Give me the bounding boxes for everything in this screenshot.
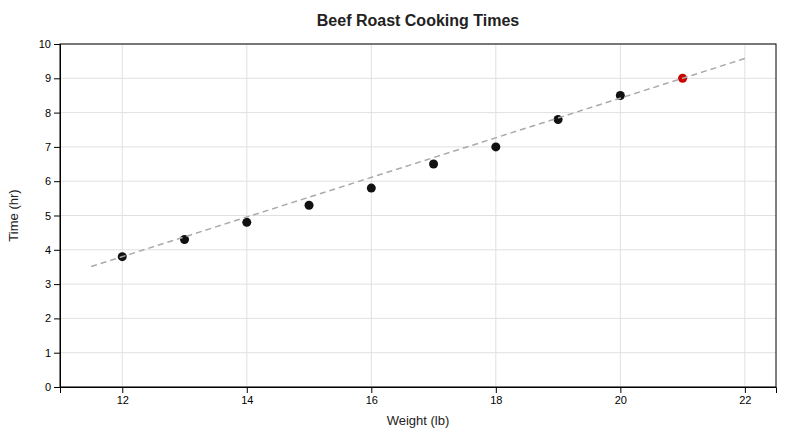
y-tick: 5 [45, 210, 60, 222]
x-tick: 14 [241, 387, 253, 406]
y-tick-mark [54, 250, 60, 251]
x-tick-label: 14 [241, 394, 253, 406]
y-tick-label: 2 [45, 312, 51, 324]
grid-line [60, 78, 776, 79]
trend-line [91, 58, 745, 266]
scatter-point [491, 142, 500, 151]
y-axis-title: Time (hr) [6, 189, 21, 241]
y-tick-label: 8 [45, 107, 51, 119]
grid-line [60, 284, 776, 285]
y-tick-label: 10 [39, 38, 51, 50]
y-axis: 0 1 2 3 4 5 6 7 8 9 10 [39, 38, 61, 393]
scatter-point [429, 160, 438, 169]
y-tick: 3 [45, 278, 60, 290]
grid [60, 44, 776, 387]
grid-line [60, 352, 776, 353]
scatter-point [242, 218, 251, 227]
y-tick-mark [54, 216, 60, 217]
x-axis-line [61, 388, 777, 394]
y-tick-mark [54, 181, 60, 182]
x-tick-mark [496, 387, 497, 393]
y-tick-label: 5 [45, 210, 51, 222]
scatter-point [305, 201, 314, 210]
scatter-point [367, 184, 376, 193]
grid-line [60, 215, 776, 216]
y-tick-mark [54, 44, 60, 45]
plot: 121416182022012345678910 [39, 38, 777, 406]
x-tick: 18 [490, 387, 502, 406]
grid-line [60, 181, 776, 182]
chart: 121416182022012345678910Beef Roast Cooki… [0, 0, 800, 437]
x-tick-label: 20 [615, 394, 627, 406]
x-tick: 12 [117, 387, 129, 406]
x-tick: 20 [615, 387, 627, 406]
y-tick: 2 [45, 312, 60, 324]
y-tick-mark [54, 353, 60, 354]
y-tick-mark [54, 387, 60, 388]
x-tick: 22 [739, 387, 751, 406]
y-tick-mark [54, 78, 60, 79]
y-tick: 6 [45, 175, 60, 187]
y-tick: 0 [45, 381, 60, 393]
y-tick-label: 7 [45, 141, 51, 153]
y-tick-label: 0 [45, 381, 51, 393]
x-axis-title: Weight (lb) [387, 413, 450, 428]
y-tick: 10 [39, 38, 60, 50]
y-tick-mark [54, 318, 60, 319]
y-tick-label: 6 [45, 175, 51, 187]
x-tick-mark [745, 387, 746, 393]
x-axis: 12 14 16 18 20 22 [61, 387, 777, 406]
chart-title: Beef Roast Cooking Times [317, 12, 520, 29]
x-tick-mark [620, 387, 621, 393]
plot-frame [60, 44, 776, 387]
y-axis-line [54, 45, 61, 388]
y-tick: 7 [45, 141, 60, 153]
x-tick-label: 18 [490, 394, 502, 406]
grid-line [60, 112, 776, 113]
grid-line [60, 146, 776, 147]
x-tick-label: 16 [366, 394, 378, 406]
y-tick-label: 3 [45, 278, 51, 290]
marks [91, 58, 745, 266]
x-tick: 16 [366, 387, 378, 406]
grid-line [60, 318, 776, 319]
x-tick-mark [247, 387, 248, 393]
y-tick-mark [54, 147, 60, 148]
y-tick-mark [54, 113, 60, 114]
grid-line [60, 249, 776, 250]
y-tick-label: 9 [45, 72, 51, 84]
x-tick-label: 12 [117, 394, 129, 406]
y-tick-label: 4 [45, 244, 51, 256]
y-tick-label: 1 [45, 347, 51, 359]
y-tick: 1 [45, 347, 60, 359]
x-tick-mark [122, 387, 123, 393]
y-tick: 8 [45, 107, 60, 119]
x-tick-mark [371, 387, 372, 393]
x-tick-label: 22 [739, 394, 751, 406]
y-tick: 4 [45, 244, 60, 256]
y-tick-mark [54, 284, 60, 285]
y-tick: 9 [45, 72, 60, 84]
